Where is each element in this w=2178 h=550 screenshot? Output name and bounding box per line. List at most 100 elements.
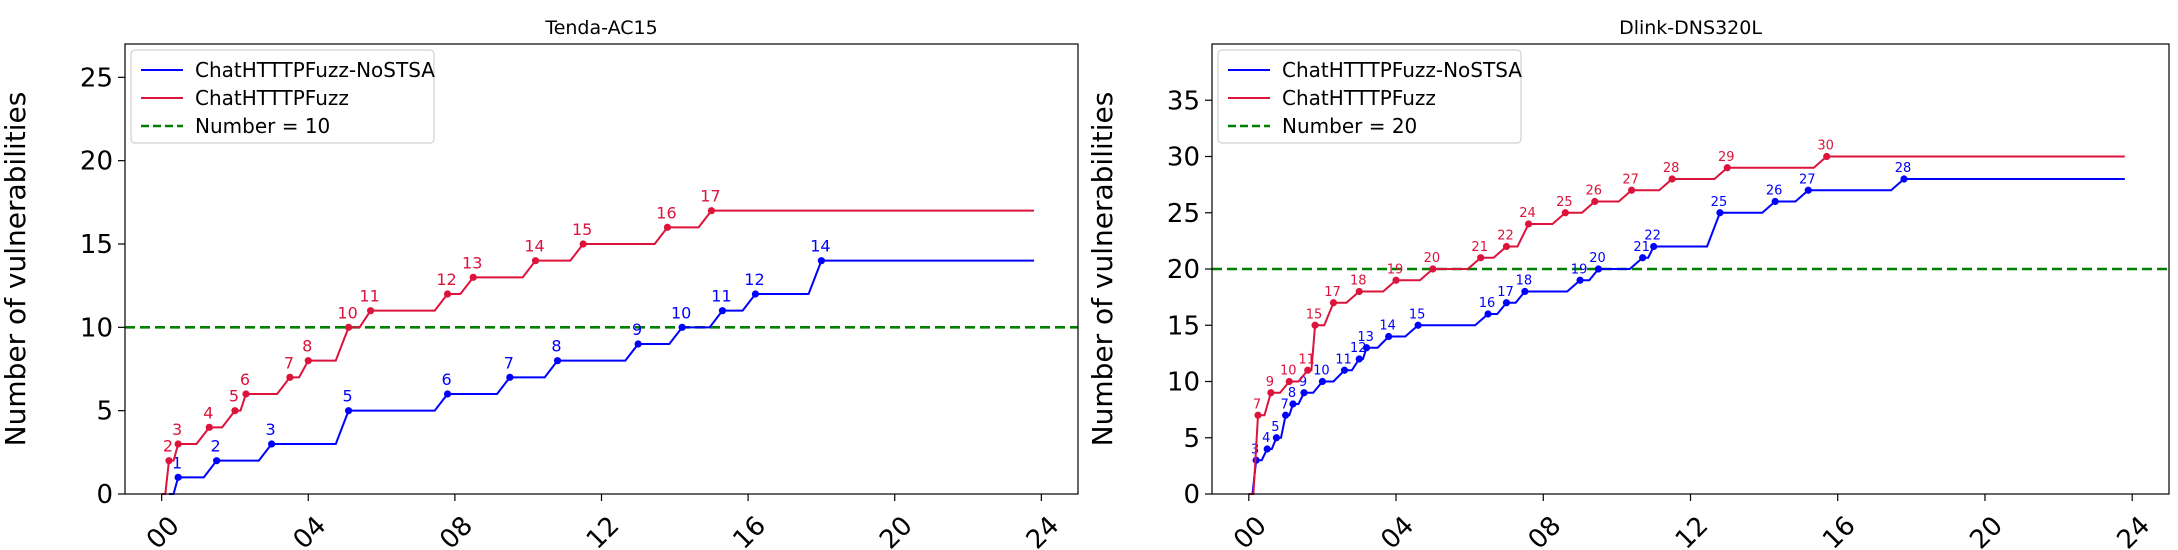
series-chathttpfuzz-point — [579, 240, 587, 248]
series-chathttpfuzz-point — [1329, 299, 1338, 307]
series-chathttpfuzz-data-label: 11 — [359, 287, 379, 306]
series-chathttpfuzz-nostsa-data-label: 26 — [1766, 184, 1783, 199]
series-chathttpfuzz-data-label: 13 — [462, 253, 482, 272]
series-chathttpfuzz-nostsa-point — [1282, 411, 1290, 419]
series-chathttpfuzz-nostsa-line — [1248, 178, 2125, 495]
y-tick-label: 25 — [80, 63, 113, 93]
series-chathttpfuzz-nostsa-data-label: 15 — [1409, 307, 1426, 322]
series-chathttpfuzz-nostsa-point — [1576, 276, 1584, 284]
series-chathttpfuzz-point — [1285, 377, 1293, 386]
series-chathttpfuzz-nostsa-point — [678, 323, 686, 331]
series-chathttpfuzz-nostsa-point — [174, 473, 182, 481]
y-tick-label: 10 — [1167, 368, 1200, 398]
series-chathttpfuzz-nostsa-point — [1521, 287, 1529, 296]
series-chathttpfuzz-nostsa-point — [506, 373, 514, 381]
series-chathttpfuzz-point — [1823, 152, 1831, 161]
series-chathttpfuzz-nostsa-point — [1594, 265, 1603, 273]
legend: ChatHTTTPFuzz-NoSTSA ChatHTTTPFuzz Number … — [130, 49, 435, 144]
legend: ChatHTTTPFuzz-NoSTSA ChatHTTTPFuzz Number … — [1217, 49, 1522, 144]
series-chathttpfuzz-data-label: 7 — [284, 353, 294, 372]
series-chathttpfuzz-nostsa-point — [443, 390, 452, 398]
x-tick-label: 04 — [1375, 511, 1420, 550]
series-chathttpfuzz-point — [1723, 164, 1731, 172]
series-chathttpfuzz-point — [231, 407, 239, 415]
y-tick-label: 10 — [80, 313, 113, 343]
series-chathttpfuzz-nostsa-data-label: 8 — [1288, 386, 1296, 401]
series-chathttpfuzz-nostsa-point — [344, 407, 353, 415]
series-chathttpfuzz-point — [1591, 197, 1599, 206]
y-tick-label: 30 — [1167, 143, 1200, 173]
series-chathttpfuzz-nostsa-line — [168, 259, 1035, 495]
series-chathttpfuzz-point — [663, 223, 672, 231]
series-chathttpfuzz-nostsa-point — [1300, 389, 1308, 397]
series-chathttpfuzz-nostsa-point — [751, 290, 760, 298]
series-chathttpfuzz-nostsa-point — [1272, 434, 1281, 442]
series-chathttpfuzz-nostsa-data-label: 8 — [551, 337, 561, 356]
y-tick-label: 5 — [1183, 424, 1200, 454]
legend-box — [130, 49, 435, 144]
y-tick-label: 0 — [96, 480, 113, 510]
plot-frame — [124, 43, 1079, 495]
series-chathttpfuzz-point — [286, 373, 294, 381]
x-tick-label: 20 — [874, 511, 919, 550]
legend-entry-threshold: Number = 20 — [1282, 114, 1417, 138]
series-chathttpfuzz-nostsa-point — [553, 357, 562, 365]
series-chathttpfuzz-point — [1628, 186, 1636, 194]
series-chathttpfuzz-nostsa-point — [634, 340, 642, 348]
series-chathttpfuzz-data-label: 14 — [524, 237, 544, 256]
series-chathttpfuzz-data-label: 28 — [1663, 161, 1680, 176]
y-tick-label: 20 — [80, 147, 113, 177]
series-chathttpfuzz-nostsa-data-label: 10 — [1313, 364, 1330, 379]
legend-entry-nostsa: ChatHTTTPFuzz-NoSTSA — [195, 58, 435, 82]
series-chathttpfuzz-data-label: 3 — [172, 420, 182, 439]
series-chathttpfuzz-data-label: 9 — [1266, 375, 1274, 390]
x-tick-label: 00 — [1228, 511, 1273, 550]
series-chathttpfuzz-nostsa-data-label: 12 — [744, 270, 764, 289]
x-tick-label: 08 — [1523, 511, 1568, 550]
series-chathttpfuzz-point — [1502, 242, 1511, 251]
series-chathttpfuzz-data-label: 5 — [229, 387, 239, 406]
x-tick-label: 24 — [2112, 511, 2157, 550]
series-chathttpfuzz-point — [1311, 321, 1319, 329]
series-chathttpfuzz-data-label: 15 — [572, 220, 592, 239]
series-chathttpfuzz-data-label: 21 — [1471, 240, 1488, 255]
series-chathttpfuzz-data-label: 7 — [1253, 397, 1261, 412]
series-chathttpfuzz-nostsa-data-label: 11 — [1335, 352, 1352, 367]
y-tick-label: 0 — [1183, 480, 1200, 510]
x-tick-label: 16 — [1817, 511, 1862, 550]
x-tick-label: 12 — [581, 511, 626, 550]
series-chathttpfuzz-nostsa-point — [1716, 209, 1724, 217]
series-chathttpfuzz-nostsa-point — [1639, 254, 1647, 262]
series-chathttpfuzz-data-label: 30 — [1817, 139, 1834, 154]
series-chathttpfuzz-nostsa-point — [1362, 344, 1371, 352]
series-chathttpfuzz-point — [366, 307, 375, 315]
series-chathttpfuzz-nostsa-data-label: 25 — [1711, 195, 1728, 210]
y-tick-label: 15 — [1167, 311, 1200, 341]
series-chathttpfuzz-nostsa-point — [1340, 366, 1349, 374]
series-chathttpfuzz-nostsa-data-label: 21 — [1633, 240, 1650, 255]
series-chathttpfuzz-data-label: 26 — [1586, 184, 1603, 199]
series-chathttpfuzz-point — [242, 390, 250, 398]
series-chathttpfuzz-nostsa-data-label: 1 — [172, 453, 182, 472]
series-chathttpfuzz-nostsa-point — [1385, 332, 1393, 341]
legend-entry-chathttpfuzz: ChatHTTTPFuzz — [195, 86, 349, 110]
x-tick-label: 20 — [1964, 511, 2009, 550]
x-tick-label: 12 — [1670, 511, 1715, 550]
series-chathttpfuzz-point — [1477, 254, 1485, 262]
series-chathttpfuzz-nostsa-data-label: 5 — [342, 387, 352, 406]
y-tick-label: 5 — [96, 397, 113, 427]
series-chathttpfuzz-nostsa-data-label: 17 — [1497, 285, 1514, 300]
series-chathttpfuzz-point — [469, 273, 477, 281]
series-chathttpfuzz-nostsa-data-label: 28 — [1895, 161, 1912, 176]
series-chathttpfuzz-data-label: 20 — [1424, 251, 1441, 266]
series-chathttpfuzz-point — [1524, 220, 1533, 228]
series-chathttpfuzz-data-label: 17 — [700, 187, 720, 206]
series-chathttpfuzz-data-label: 10 — [337, 303, 357, 322]
series-chathttpfuzz-nostsa-data-label: 12 — [1350, 341, 1367, 356]
series-chathttpfuzz-nostsa-data-label: 3 — [266, 420, 276, 439]
series-chathttpfuzz-nostsa-data-label: 22 — [1644, 229, 1661, 244]
series-chathttpfuzz-nostsa-point — [1771, 197, 1779, 206]
y-axis-label: Number of vulnerabilities — [1086, 92, 1119, 447]
series-chathttpfuzz-point — [1254, 411, 1262, 419]
